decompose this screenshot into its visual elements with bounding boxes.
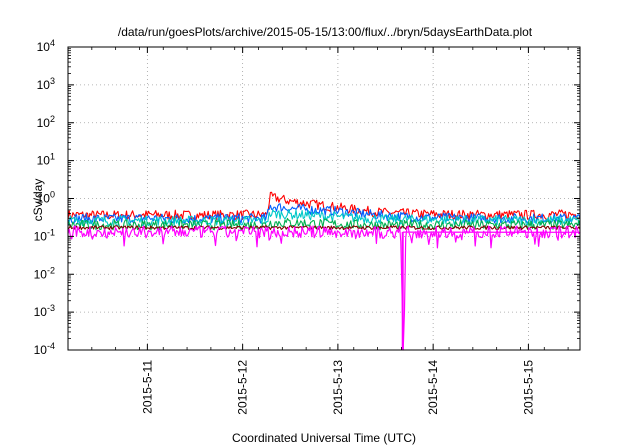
y-tick-label: 10-1 (34, 227, 55, 243)
series-group (67, 191, 581, 351)
y-tick-exponent: -1 (47, 227, 55, 237)
y-tick-exponent: -2 (47, 265, 55, 275)
x-tick-label: 2015-5-14 (426, 360, 440, 415)
x-tick-label: 2015-5-15 (521, 360, 535, 415)
y-axis-label: cSv/day (31, 179, 45, 222)
y-tick-exponent: 0 (50, 190, 55, 200)
x-axis-label: Coordinated Universal Time (UTC) (232, 431, 416, 445)
chart-title: /data/run/goesPlots/archive/2015-05-15/1… (118, 25, 533, 39)
y-tick-label: 10-2 (34, 265, 55, 281)
y-tick-label: 104 (37, 38, 55, 54)
x-tick-label: 2015-5-11 (140, 360, 154, 414)
x-tick-label: 2015-5-13 (331, 360, 345, 415)
y-tick-base: 10 (37, 154, 51, 168)
y-tick-exponent: -4 (47, 341, 55, 351)
y-tick-exponent: 2 (50, 114, 55, 124)
data-series-line (67, 225, 581, 351)
y-tick-exponent: 3 (50, 76, 55, 86)
y-tick-base: 10 (37, 116, 51, 130)
y-tick-base: 10 (37, 78, 51, 92)
y-tick-base: 10 (34, 229, 48, 243)
y-tick-label: 10-4 (34, 341, 55, 357)
y-tick-base: 10 (37, 40, 51, 54)
y-tick-base: 10 (34, 305, 48, 319)
x-tick-label: 2015-5-12 (236, 360, 250, 415)
y-tick-label: 10-3 (34, 303, 55, 319)
y-tick-label: 100 (37, 190, 55, 206)
grid (68, 47, 580, 350)
y-tick-base: 10 (37, 192, 51, 206)
y-tick-label: 101 (37, 152, 55, 168)
y-tick-exponent: -3 (47, 303, 55, 313)
data-series-line (67, 203, 581, 224)
y-tick-label: 102 (37, 114, 55, 130)
y-tick-exponent: 1 (50, 152, 55, 162)
y-tick-base: 10 (34, 343, 48, 357)
x-axis: 2015-5-11 2015-5-12 2015-5-13 2015-5-14 2015… (67, 47, 569, 415)
y-tick-base: 10 (34, 267, 48, 281)
y-tick-label: 103 (37, 76, 55, 92)
y-tick-exponent: 4 (50, 38, 55, 48)
data-series-line (67, 191, 581, 221)
